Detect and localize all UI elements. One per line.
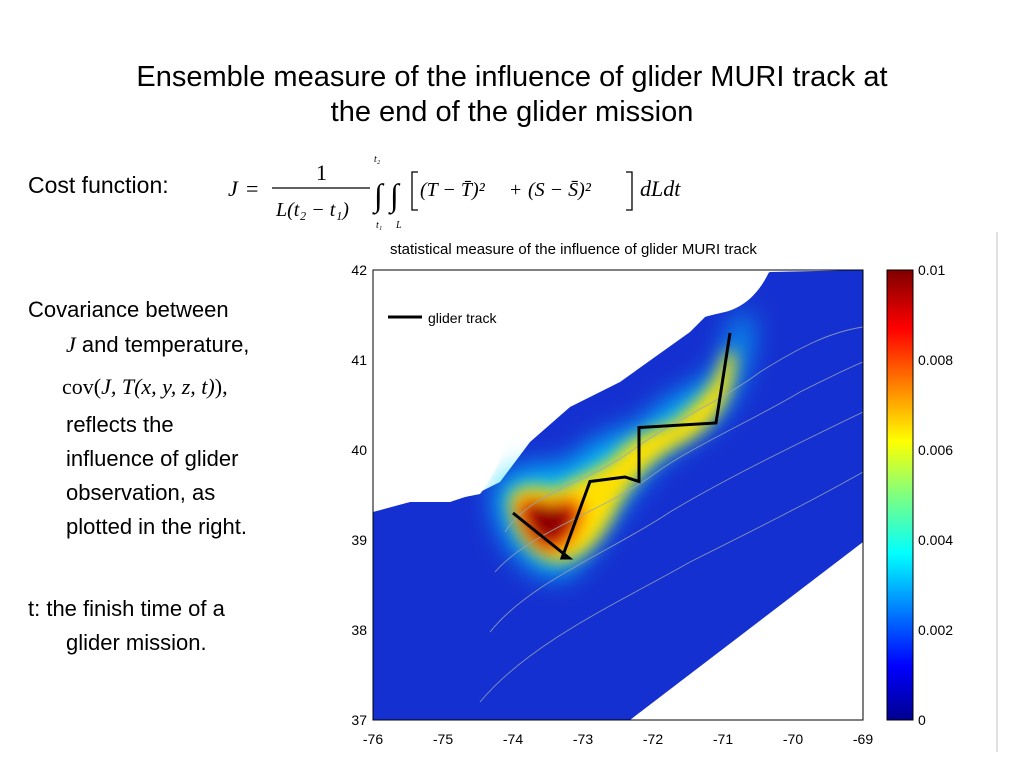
covariance-J: J [66,332,76,357]
colorbar-tick-label: 0.01 [918,262,945,278]
formula-plus: + [510,179,521,201]
figure-edge-rule [996,232,998,752]
figure-title: statistical measure of the influence of … [390,241,757,258]
x-tick-label: -74 [503,731,523,747]
finish-time-note: t: the finish time of a [28,596,225,621]
x-tick-label: -71 [713,731,733,747]
x-tick-label: -69 [853,731,873,747]
y-tick-label: 42 [351,262,367,278]
colorbar-tick-label: 0.004 [918,532,953,548]
covariance-subline-rest: and temperature, [75,332,250,357]
ocean-offshore [630,542,863,720]
covariance-subline: J and temperature, [66,330,249,359]
influence-heatmap-figure: statistical measure of the influence of … [351,241,953,747]
formula-integrand-b: (S − S̄)² [528,179,592,201]
integral-sign-outer: ∫ [372,177,385,215]
land-new-england [373,270,770,510]
formula-numerator: 1 [316,160,327,185]
left-bracket [411,171,418,211]
formula-lhs: J [228,176,239,201]
cov-close: ), [214,374,228,399]
slide-title-line-2: the end of the glider mission [330,96,694,128]
map-layer [373,270,863,720]
y-tick-label: 37 [351,712,367,728]
formula-upper-limit: t₂ [374,154,381,165]
covariance-heading: Covariance between [28,297,229,322]
right-bracket [626,171,633,211]
covariance-expression: cov(J, T(x, y, z, t)), [62,374,228,400]
finish-time-note-2: glider mission. [66,630,207,655]
x-axis: -76 -75 -74 -73 -72 -71 -70 -69 [363,731,873,747]
cost-function-label: Cost function: [28,172,169,198]
x-tick-label: -70 [783,731,803,747]
x-tick-label: -76 [363,731,383,747]
formula-tail: dLdt [640,176,681,201]
formula-integrand-a: (T − T̄)² [420,179,486,201]
colorbar-tick-label: 0.006 [918,442,953,458]
formula-lower-limit-L: L [395,220,402,231]
y-tick-label: 38 [351,622,367,638]
cost-function-formula: J = 1 L(t₂ − t₁) ∫ ∫ t₂ t₁ L (T − T̄)² +… [228,154,681,231]
slide-title-line-1: Ensemble measure of the influence of gli… [136,61,888,93]
y-axis: 42 41 40 39 38 37 [351,262,367,728]
covariance-line-6: plotted in the right. [66,514,248,539]
slide-title: Ensemble measure of the influence of gli… [40,60,984,130]
covariance-line-3: reflects the [66,412,174,437]
cov-function: cov( [62,374,102,399]
colorbar-ticks: 0.01 0.008 0.006 0.004 0.002 0 [918,262,953,728]
x-tick-label: -75 [433,731,453,747]
colorbar [886,269,914,721]
covariance-line-4: influence of glider [66,446,239,471]
integral-sign-inner: ∫ [388,177,401,215]
formula-lower-limit-t: t₁ [376,220,382,231]
land-long-island [520,337,650,394]
colorbar-tick-label: 0 [918,712,926,728]
bathymetry-contours [479,326,863,703]
colorbar-tick-label: 0.008 [918,352,953,368]
formula-denominator: L(t₂ − t₁) [275,199,349,221]
x-tick-label: -73 [573,731,593,747]
y-tick-label: 39 [351,532,367,548]
plot-legend: glider track [388,310,497,326]
x-tick-label: -72 [643,731,663,747]
cov-arguments: J, T(x, y, z, t) [101,374,215,399]
formula-equals: = [246,176,258,201]
plot-axes-frame [372,269,864,721]
y-tick-label: 41 [351,352,367,368]
y-tick-label: 40 [351,442,367,458]
covariance-line-5: observation, as [66,480,216,505]
colorbar-tick-label: 0.002 [918,622,953,638]
legend-track-label: glider track [428,310,497,326]
glider-track [512,332,732,560]
